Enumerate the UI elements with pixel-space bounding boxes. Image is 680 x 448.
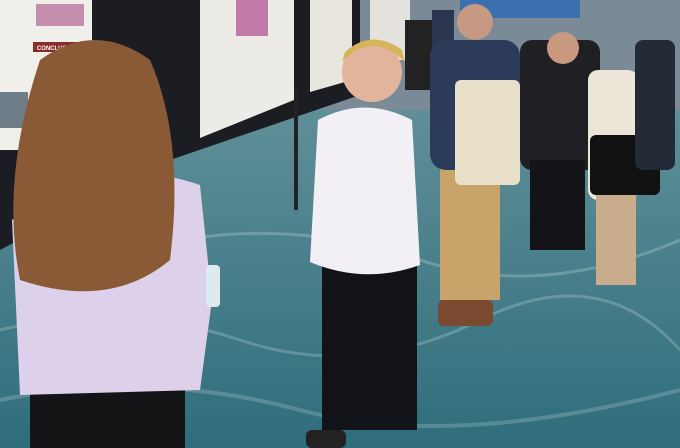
- trousers: [530, 160, 585, 250]
- head: [342, 42, 402, 102]
- person: [520, 40, 600, 170]
- man-with-tote: [430, 4, 520, 326]
- shirt: [310, 107, 420, 275]
- shoe: [306, 430, 346, 448]
- skirt: [596, 190, 636, 285]
- board-stand: [294, 85, 298, 210]
- poster: [310, 0, 352, 92]
- shoes: [438, 300, 493, 326]
- background-crowd: [405, 10, 675, 285]
- poster: [200, 0, 294, 138]
- head: [457, 4, 493, 40]
- poster-image: [236, 0, 268, 36]
- poster-image: [36, 4, 84, 26]
- man-white-shirt: [306, 39, 420, 448]
- woman-lavender: [12, 40, 220, 448]
- water-bottle: [206, 265, 220, 307]
- hair: [342, 39, 405, 62]
- tote-bag: [455, 80, 520, 185]
- person: [635, 40, 675, 170]
- poster-heading-bar: [33, 42, 85, 52]
- head: [547, 32, 579, 64]
- hair: [13, 40, 175, 292]
